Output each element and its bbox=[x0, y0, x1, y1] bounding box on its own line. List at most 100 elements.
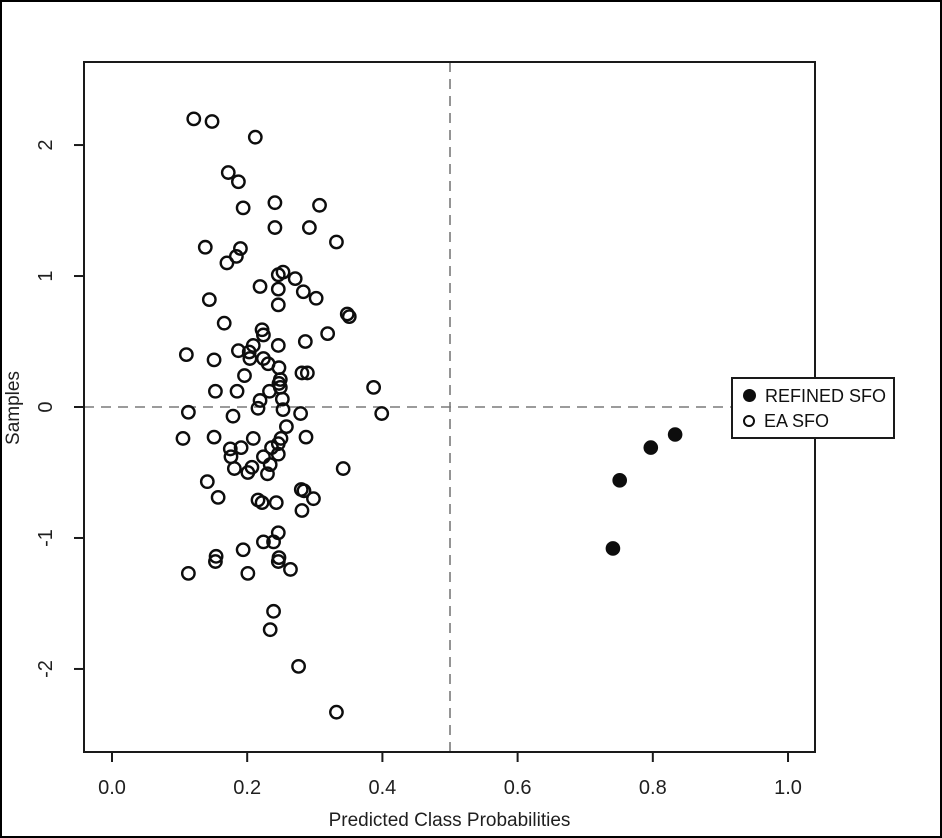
ea-sfo-point bbox=[235, 542, 251, 558]
ea-sfo-point bbox=[301, 220, 317, 235]
ea-sfo-point bbox=[296, 483, 312, 499]
ea-sfo-point bbox=[199, 474, 215, 490]
ea-sfo-point bbox=[226, 461, 242, 476]
y-tick-label: 2 bbox=[35, 139, 57, 150]
ea-sfo-point bbox=[270, 267, 286, 283]
ea-sfo-point bbox=[233, 241, 248, 256]
ea-sfo-point bbox=[254, 495, 270, 511]
ea-sfo-point bbox=[210, 489, 226, 505]
ea-sfo-point bbox=[270, 446, 286, 462]
ea-sfo-point bbox=[366, 379, 382, 395]
ea-sfo-point bbox=[341, 309, 357, 325]
ea-sfo-point bbox=[256, 327, 271, 343]
ea-sfo-point bbox=[266, 534, 281, 550]
ea-sfo-point bbox=[186, 111, 202, 127]
ea-sfo-point bbox=[208, 554, 223, 569]
ea-sfo-point bbox=[270, 281, 286, 297]
x-tick-label: 0.8 bbox=[639, 777, 667, 799]
ea-sfo-point bbox=[240, 565, 256, 581]
ea-sfo-point bbox=[262, 622, 278, 638]
ea-sfo-point bbox=[308, 290, 324, 306]
y-tick-label: -2 bbox=[35, 660, 57, 678]
ea-sfo-point bbox=[216, 315, 232, 331]
y-tick-label: 0 bbox=[35, 401, 57, 412]
ea-sfo-point bbox=[237, 368, 252, 383]
ea-sfo-point bbox=[208, 548, 224, 564]
ea-sfo-point bbox=[294, 503, 310, 518]
x-axis-title: Predicted Class Probabilities bbox=[329, 810, 571, 831]
ea-sfo-point bbox=[231, 343, 246, 359]
ea-sfo-point bbox=[180, 404, 196, 420]
ea-sfo-point bbox=[374, 406, 390, 421]
legend-item-refined-sfo: REFINED SFO bbox=[743, 387, 893, 405]
ea-sfo-point bbox=[223, 449, 239, 465]
ea-sfo-point bbox=[271, 360, 287, 376]
ea-sfo-point bbox=[294, 365, 310, 381]
refined-sfo-point bbox=[612, 473, 627, 488]
ea-sfo-point bbox=[320, 326, 336, 342]
ea-sfo-point bbox=[329, 234, 344, 250]
ea-sfo-point bbox=[266, 603, 281, 619]
ea-sfo-point bbox=[335, 461, 351, 476]
refined-sfo-point bbox=[605, 541, 621, 556]
ea-sfo-point bbox=[287, 271, 303, 287]
legend: REFINED SFO EA SFO bbox=[731, 377, 895, 439]
ea-sfo-point bbox=[206, 429, 222, 445]
ea-sfo-point bbox=[274, 391, 290, 407]
ea-sfo-point bbox=[250, 400, 266, 416]
ea-sfo-point bbox=[175, 431, 191, 446]
ea-sfo-point bbox=[268, 495, 284, 511]
ea-sfo-point bbox=[204, 114, 220, 129]
ea-sfo-point bbox=[279, 419, 294, 435]
ea-sfo-point bbox=[252, 279, 268, 294]
refined-sfo-point bbox=[643, 440, 659, 455]
ea-sfo-point bbox=[233, 440, 249, 456]
ea-sfo-point bbox=[245, 338, 261, 353]
ea-sfo-point bbox=[256, 449, 271, 465]
ea-sfo-point bbox=[247, 129, 263, 145]
filled-circle-icon bbox=[743, 389, 756, 402]
y-tick-label: -1 bbox=[35, 529, 57, 547]
ea-sfo-point bbox=[267, 195, 283, 211]
ea-sfo-point bbox=[283, 562, 298, 577]
ea-sfo-point bbox=[245, 431, 261, 446]
ea-sfo-point bbox=[229, 383, 245, 399]
ea-sfo-point bbox=[298, 429, 314, 445]
ea-sfo-point bbox=[201, 292, 217, 307]
ea-sfo-point bbox=[270, 436, 286, 452]
x-tick-label: 0.6 bbox=[504, 777, 532, 799]
ea-sfo-point bbox=[297, 334, 313, 349]
ea-sfo-point bbox=[293, 406, 309, 421]
ea-sfo-point bbox=[222, 441, 238, 457]
ea-sfo-point bbox=[231, 174, 246, 190]
ea-sfo-point bbox=[180, 565, 196, 581]
ea-sfo-point bbox=[262, 457, 278, 473]
ea-sfo-point bbox=[206, 352, 222, 368]
ea-sfo-point bbox=[312, 197, 327, 213]
ea-sfo-point bbox=[178, 347, 194, 363]
x-tick-label: 0.4 bbox=[368, 777, 396, 799]
ea-sfo-point bbox=[252, 393, 268, 408]
legend-item-ea-sfo: EA SFO bbox=[743, 412, 893, 430]
x-tick-label: 0.0 bbox=[98, 777, 126, 799]
ea-sfo-point bbox=[270, 297, 286, 313]
ea-sfo-point bbox=[329, 704, 344, 720]
y-axis-title: Samples bbox=[3, 371, 24, 445]
ea-sfo-point bbox=[275, 402, 291, 418]
x-tick-label: 1.0 bbox=[774, 777, 802, 799]
ea-sfo-point bbox=[306, 491, 321, 507]
ea-sfo-point bbox=[291, 658, 306, 674]
ea-sfo-point bbox=[270, 554, 286, 569]
ea-sfo-point bbox=[208, 383, 223, 399]
ea-sfo-point bbox=[240, 465, 256, 480]
ea-sfo-point bbox=[299, 365, 315, 381]
refined-sfo-point bbox=[667, 427, 683, 442]
ea-sfo-point bbox=[220, 165, 236, 180]
ea-sfo-point bbox=[235, 200, 251, 216]
ea-sfo-point bbox=[270, 338, 286, 353]
open-circle-icon bbox=[743, 414, 755, 427]
x-tick-label: 0.2 bbox=[233, 777, 261, 799]
ea-sfo-point bbox=[339, 306, 355, 322]
